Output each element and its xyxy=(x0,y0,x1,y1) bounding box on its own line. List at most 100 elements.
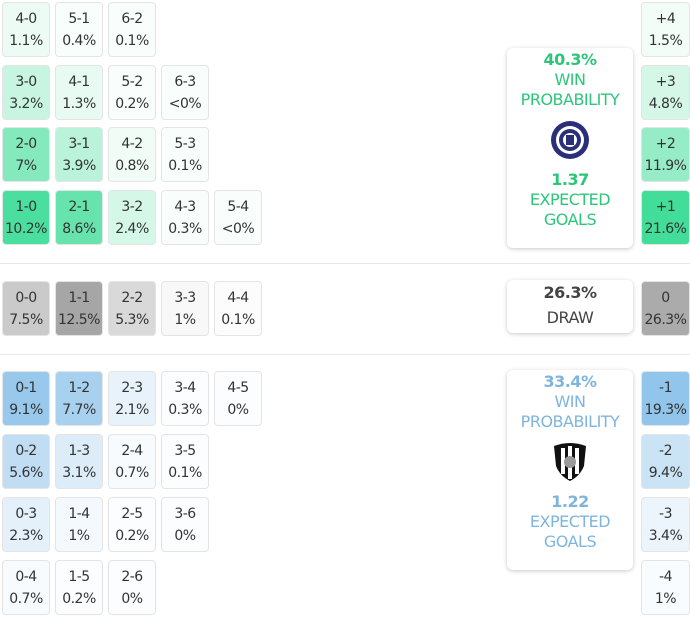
scoreline-cell: 2-5 0.2% xyxy=(108,497,156,552)
cell-probability: 3.4% xyxy=(648,528,683,544)
cell-probability: 5.3% xyxy=(115,312,149,328)
scoreline-cell: 3-5 0.1% xyxy=(161,434,209,489)
draw-label: DRAW xyxy=(546,308,594,327)
margin-cell: 0 26.3% xyxy=(641,281,690,336)
cell-label: 5-3 xyxy=(174,136,196,152)
cell-probability: 11.9% xyxy=(644,158,687,174)
cell-probability: 0.1% xyxy=(168,465,202,481)
cell-label: 0 xyxy=(661,290,670,306)
cell-probability: 1% xyxy=(654,591,677,607)
cell-label: 6-3 xyxy=(174,74,196,90)
scoreline-cell: 0-4 0.7% xyxy=(2,560,50,615)
cell-label: +4 xyxy=(655,11,676,27)
cell-label: 1-1 xyxy=(68,290,90,306)
cell-probability: 0.3% xyxy=(168,221,202,237)
cell-probability: 0.7% xyxy=(115,465,149,481)
cell-probability: 3.2% xyxy=(9,96,43,112)
cell-label: 2-5 xyxy=(121,506,143,522)
cell-probability: 19.3% xyxy=(644,402,687,418)
scoreline-cell: 3-2 2.4% xyxy=(108,190,156,245)
scoreline-cell: 2-2 5.3% xyxy=(108,281,156,336)
home-xg: 1.37 xyxy=(551,170,589,189)
cell-probability: 0.2% xyxy=(115,96,149,112)
cell-label: 0-2 xyxy=(15,443,37,459)
scoreline-cell: 1-4 1% xyxy=(55,497,103,552)
home-win-pct: 40.3% xyxy=(543,50,597,69)
scoreline-cell: 4-5 0% xyxy=(214,371,262,426)
cell-label: 3-4 xyxy=(174,380,196,396)
home-summary-card: 40.3% WIN PROBABILITY 1.37 EXPECTED GOAL… xyxy=(507,48,633,248)
scoreline-cell: 1-0 10.2% xyxy=(2,190,50,245)
scoreline-cell: 2-0 7% xyxy=(2,127,50,182)
cell-label: 3-6 xyxy=(174,506,196,522)
scoreline-cell: 4-4 0.1% xyxy=(214,281,262,336)
cell-probability: 10.2% xyxy=(5,221,47,237)
scoreline-cell: 6-2 0.1% xyxy=(108,2,156,57)
cell-probability: 9.4% xyxy=(648,465,683,481)
cell-label: 3-1 xyxy=(68,136,90,152)
away-xg: 1.22 xyxy=(551,492,589,511)
scoreline-cell: 3-0 3.2% xyxy=(2,65,50,120)
cell-label: 3-2 xyxy=(121,199,143,215)
cell-probability: 0.1% xyxy=(168,158,202,174)
scoreline-cell: 3-3 1% xyxy=(161,281,209,336)
scoreline-cell: 5-1 0.4% xyxy=(55,2,103,57)
cell-label: 5-4 xyxy=(227,199,249,215)
cell-label: -3 xyxy=(659,506,672,522)
cell-probability: 0.8% xyxy=(115,158,149,174)
cell-label: 0-0 xyxy=(15,290,37,306)
home-win-label: PROBABILITY xyxy=(520,90,620,109)
cell-probability: 9.1% xyxy=(9,402,43,418)
cell-label: 4-5 xyxy=(227,380,249,396)
scoreline-cell: 3-1 3.9% xyxy=(55,127,103,182)
margin-cell: +3 4.8% xyxy=(641,65,690,120)
cell-label: 3-5 xyxy=(174,443,196,459)
cell-probability: 0.3% xyxy=(168,402,202,418)
team-crest-icon xyxy=(551,121,589,159)
scoreline-cell: 4-3 0.3% xyxy=(161,190,209,245)
cell-probability: 3.1% xyxy=(62,465,96,481)
scoreline-cell: 4-1 1.3% xyxy=(55,65,103,120)
cell-probability: 2.1% xyxy=(115,402,149,418)
cell-label: 2-2 xyxy=(121,290,143,306)
cell-probability: 0% xyxy=(174,528,196,544)
scoreline-cell: 0-2 5.6% xyxy=(2,434,50,489)
cell-label: 1-0 xyxy=(15,199,37,215)
scoreline-cell: 1-2 7.7% xyxy=(55,371,103,426)
cell-label: 4-4 xyxy=(227,290,249,306)
cell-probability: 5.6% xyxy=(9,465,43,481)
divider xyxy=(0,354,690,355)
cell-label: 1-5 xyxy=(68,569,90,585)
cell-probability: 1.5% xyxy=(648,33,683,49)
cell-label: +1 xyxy=(655,199,676,215)
cell-probability: 0.4% xyxy=(62,33,96,49)
cell-probability: 0.2% xyxy=(115,528,149,544)
cell-probability: 7.5% xyxy=(9,312,43,328)
cell-probability: 1% xyxy=(68,528,90,544)
cell-probability: <0% xyxy=(221,221,255,237)
cell-probability: 26.3% xyxy=(644,312,687,328)
cell-label: 4-2 xyxy=(121,136,143,152)
cell-probability: 2.4% xyxy=(115,221,149,237)
away-win-label: PROBABILITY xyxy=(520,412,620,431)
cell-probability: 12.5% xyxy=(58,312,100,328)
cell-label: -4 xyxy=(659,569,672,585)
scoreline-cell: 1-3 3.1% xyxy=(55,434,103,489)
margin-cell: -1 19.3% xyxy=(641,371,690,426)
scoreline-cell: 2-3 2.1% xyxy=(108,371,156,426)
margin-cell: -4 1% xyxy=(641,560,690,615)
scoreline-cell: 0-0 7.5% xyxy=(2,281,50,336)
cell-label: 0-3 xyxy=(15,506,37,522)
cell-label: 2-6 xyxy=(121,569,143,585)
cell-label: 2-3 xyxy=(121,380,143,396)
shield-crest-icon xyxy=(554,443,586,481)
scoreline-cell: 2-4 0.7% xyxy=(108,434,156,489)
home-win-label: WIN xyxy=(554,70,586,89)
cell-label: -2 xyxy=(659,443,672,459)
away-xg-label: EXPECTED xyxy=(529,512,611,531)
cell-label: 0-1 xyxy=(15,380,37,396)
cell-probability: 0.2% xyxy=(62,591,96,607)
cell-label: 3-0 xyxy=(15,74,37,90)
margin-cell: +2 11.9% xyxy=(641,127,690,182)
scoreline-cell: 1-1 12.5% xyxy=(55,281,103,336)
